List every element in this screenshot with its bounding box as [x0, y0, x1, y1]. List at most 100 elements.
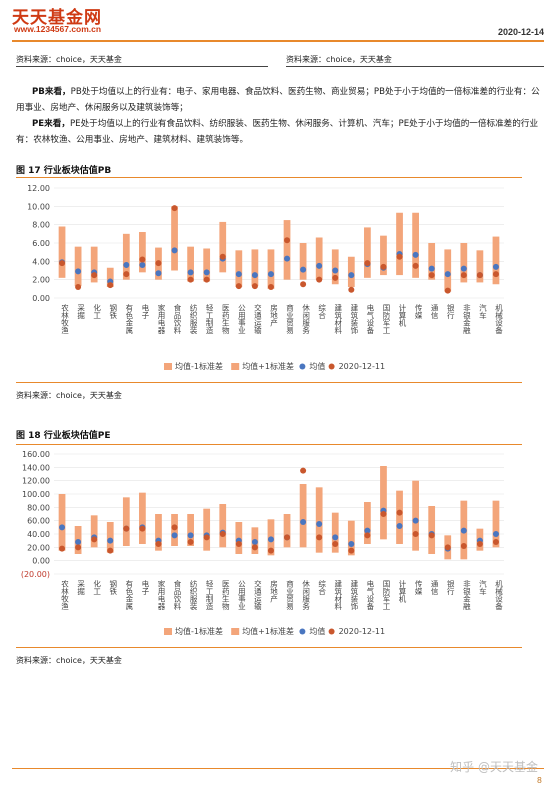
x-tick-label: 休闲服务: [301, 579, 310, 612]
current-point: [267, 284, 274, 290]
x-tick-label: 纺织服装: [189, 303, 198, 336]
current-point: [332, 274, 339, 281]
mean-point: [348, 541, 355, 547]
x-tick-label: 机械设备: [494, 579, 503, 612]
site-url: www.1234567.com.cn: [14, 24, 102, 34]
y-tick-label: 4.00: [32, 257, 50, 266]
mean-point: [412, 251, 419, 258]
x-tick-label: 钢铁: [109, 303, 118, 321]
x-tick-label: 传媒: [414, 303, 423, 321]
mean-point: [251, 539, 258, 545]
mean-point: [187, 269, 194, 276]
current-point: [476, 541, 483, 547]
x-tick-label: 电气设备: [366, 303, 375, 336]
mean-point: [412, 517, 419, 524]
current-point: [155, 541, 162, 547]
x-tick-label: 通信: [430, 303, 439, 321]
current-point: [155, 260, 162, 267]
x-tick-label: 公用事业: [237, 580, 246, 610]
mean-point: [59, 524, 66, 531]
y-tick-label: 6.00: [32, 239, 50, 248]
std-range-bar: [492, 500, 500, 548]
x-tick-label: 农林牧渔: [60, 579, 69, 611]
current-point: [171, 205, 178, 212]
x-tick-label: 家用电器: [157, 579, 166, 612]
y-tick-label: 100.00: [22, 490, 50, 499]
y-tick-label: 12.00: [27, 184, 50, 193]
mean-point: [444, 271, 451, 278]
current-point: [75, 544, 82, 551]
mean-point: [155, 270, 162, 277]
current-point: [412, 531, 419, 537]
legend-label: 均值-1标准差: [175, 361, 223, 371]
source-underline-left: [16, 66, 268, 67]
y-tick-label: 10.00: [27, 202, 50, 211]
x-tick-label: 采掘: [76, 579, 85, 597]
std-range-bar: [412, 212, 419, 278]
source-underline-right: [286, 66, 544, 67]
current-point: [332, 541, 339, 547]
x-tick-label: 医药生物: [221, 304, 230, 336]
x-tick-label: 计算机: [398, 303, 407, 328]
std-range-bar: [428, 243, 436, 280]
current-point: [219, 253, 226, 260]
x-tick-label: 家用电器: [157, 303, 166, 336]
std-range-bar: [139, 232, 146, 273]
current-point: [91, 272, 98, 279]
current-point: [444, 287, 451, 294]
legend-swatch: [231, 363, 240, 370]
legend-label: 均值+1标准差: [242, 361, 294, 371]
std-range-bar: [412, 480, 419, 551]
y-tick-label: 160.00: [22, 450, 50, 459]
current-point: [412, 262, 419, 269]
legend-label: 均值: [309, 626, 325, 636]
mean-point: [75, 268, 82, 275]
y-tick-label: 20.00: [27, 543, 50, 552]
x-tick-label: 银行: [446, 304, 455, 321]
std-range-bar: [331, 512, 339, 553]
x-tick-label: 国防军工: [382, 580, 391, 611]
std-range-bar: [139, 492, 146, 544]
mean-point: [284, 255, 291, 262]
current-point: [476, 272, 483, 279]
figure-17-top-rule: [16, 177, 522, 178]
paragraph-pe: PE来看，PE处于均值以上的行业有食品饮料、纺织服装、医药生物、休闲服务、计算机…: [16, 116, 544, 148]
current-point: [139, 256, 146, 263]
report-date: 2020-12-14: [497, 27, 544, 37]
current-point: [107, 547, 114, 554]
y-tick-label: 40.00: [27, 530, 50, 539]
x-tick-label: 汽车: [478, 303, 487, 321]
mean-point: [139, 262, 146, 268]
x-tick-label: 电子: [141, 303, 150, 320]
paragraph-pb-body: PB处于均值以上的行业有：电子、家用电器、食品饮料、医药生物、商业贸易；PB处于…: [16, 87, 540, 113]
std-range-bar: [187, 514, 194, 546]
x-tick-label: 农林牧渔: [60, 303, 69, 335]
x-tick-label: 纺织服装: [189, 579, 198, 612]
legend-label: 均值+1标准差: [242, 626, 294, 636]
x-tick-label: 化工: [92, 303, 101, 320]
current-point: [139, 525, 146, 532]
current-point: [123, 271, 130, 278]
current-point: [444, 544, 451, 551]
mean-point: [300, 519, 307, 525]
current-point: [380, 511, 387, 517]
figure-17-title: 图 17 行业板块估值PB: [16, 166, 112, 176]
y-tick-label: 60.00: [27, 517, 50, 526]
x-tick-label: 银行: [446, 580, 455, 597]
legend-label: 2020-12-11: [339, 627, 386, 636]
site-logo: 天天基金网: [12, 8, 102, 28]
chart-pe-valuation: (20.00) 0.00 20.00 40.00 60.00 80.00 100.00 120…: [21, 450, 504, 636]
legend-label: 2020-12-11: [339, 362, 386, 371]
std-range-bar: [58, 494, 66, 551]
paragraph-pe-body: PE处于均值以上的行业有食品饮料、纺织服装、医药生物、休闲服务、计算机、汽车；P…: [16, 119, 539, 145]
std-range-bar: [187, 246, 194, 282]
current-point: [492, 271, 499, 278]
std-range-bar: [364, 227, 371, 278]
mean-point: [123, 262, 130, 268]
footer-divider: [12, 768, 544, 769]
current-point: [460, 543, 467, 549]
x-tick-label: 交通运输: [253, 579, 262, 612]
x-tick-label: 轻工制造: [205, 579, 214, 612]
std-range-bar: [219, 221, 227, 273]
std-range-bar: [396, 212, 403, 276]
